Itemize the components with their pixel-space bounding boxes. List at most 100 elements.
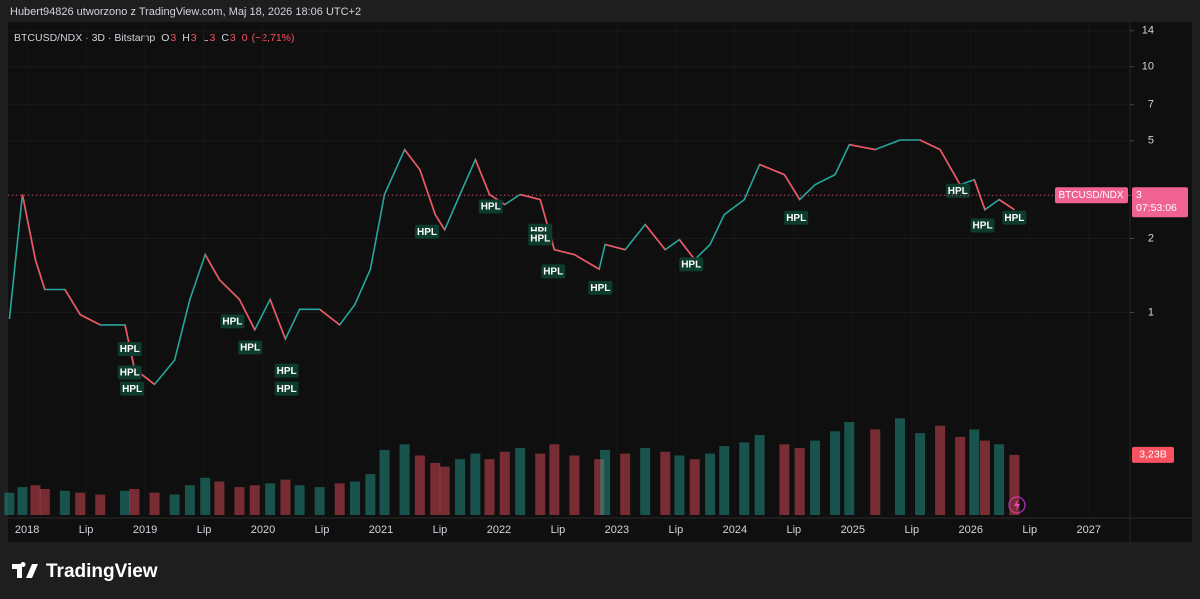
volume-bar [719,446,730,515]
y-tick-label: 2 [1148,232,1154,244]
x-tick-label: 2023 [605,524,629,536]
marker-box [528,231,553,246]
marker-box [117,342,142,357]
volume-bar [17,487,28,515]
volume-bar [294,485,305,515]
ohlc-label: C [221,32,229,44]
price-segment-down [574,253,600,270]
price-segment-down [554,248,575,256]
marker-label: HPL [122,384,142,395]
countdown: 07:53:06 [1136,202,1177,214]
symbol-tag: BTCUSD/NDX [1058,190,1123,201]
volume-bar [350,481,361,515]
volume-bar [674,455,685,515]
volume-bar [620,453,631,515]
marker-label: HPL [120,344,140,355]
price-segment-down [644,224,666,251]
price-segment-down [519,193,541,201]
y-tick-label: 7 [1148,99,1154,111]
marker-label: HPL [973,221,993,232]
volume-bar [120,490,131,515]
marker-box [274,363,299,378]
volume-bar [430,462,441,515]
volume-bar [234,487,245,515]
marker-box [970,218,995,233]
price-segment-down [759,163,785,176]
volume-bar [470,453,481,515]
price-segment-down [319,308,341,326]
volume-bar [379,449,390,515]
x-tick-label: Lip [669,524,684,536]
volume-bar [660,451,671,515]
marker-box [414,224,439,239]
marker-box [679,257,704,272]
price-segment-down [434,214,446,231]
marker-label: HPL [948,186,968,197]
volume-bar [969,429,980,515]
volume-bar [705,453,716,515]
volume-bar [979,440,990,515]
change-value: 0 [242,32,248,44]
volume-bar [214,481,225,515]
bolt-icon [1008,496,1026,514]
marker-label: HPL [1004,213,1024,224]
price-segment-down [998,198,1015,211]
volume-bar [810,440,821,515]
volume-bar [994,444,1005,515]
ohlc-value: 3 [230,32,236,44]
price-segment-down [79,313,101,326]
volume-bar [455,459,466,515]
price-segment-down [919,139,941,151]
x-tick-label: Lip [1022,524,1037,536]
marker-label: HPL [417,227,437,238]
volume-bar [549,444,560,515]
price-segment-down [21,194,37,260]
marker-label: HPL [786,213,806,224]
y-tick-label: 5 [1148,135,1154,147]
volume-bar [594,459,605,515]
y-tick-label: 10 [1142,61,1154,73]
marker-box [120,381,145,396]
volume-bar [1009,454,1020,515]
ohlc-label: O [161,32,169,44]
volume-bar [365,474,376,515]
x-tick-label: 2018 [15,524,39,536]
ohlc-value: 3 [209,32,215,44]
x-tick-label: 2021 [369,524,393,536]
x-tick-label: 2020 [251,524,275,536]
x-tick-label: Lip [904,524,919,536]
volume-bar [59,490,70,515]
legend-symbol: BTCUSD/NDX · 3D · Bitstamp [14,32,155,44]
marker-box [274,381,299,396]
marker-box [784,210,809,225]
marker-box [588,280,613,295]
volume-tag: 3,23B [1139,449,1166,461]
ohlc-label: H [182,32,190,44]
volume-bar [265,483,276,515]
marker-label: HPL [481,202,501,213]
volume-bar [754,435,765,515]
marker-box [478,199,503,214]
marker-label: HPL [222,317,242,328]
volume-bar [535,453,546,515]
price-segment-down [604,243,626,251]
volume-bar [915,433,926,515]
x-tick-label: 2019 [133,524,157,536]
marker-box [117,365,142,380]
y-tick-label: 1 [1148,306,1154,318]
price-segment-down [34,259,46,290]
volume-bar [600,449,611,515]
marker-label: HPL [277,366,297,377]
volume-bar [249,485,260,515]
price-segment-down [238,299,256,331]
volume-bar [75,492,86,515]
marker-box [238,340,263,355]
x-tick-label: 2022 [487,524,511,536]
header: Hubert94826 utworzono z TradingView.com,… [10,6,361,18]
price-tag: 3 [1136,189,1142,201]
marker-label: HPL [530,226,550,237]
volume-bar [569,455,580,515]
volume-bar [169,494,180,515]
